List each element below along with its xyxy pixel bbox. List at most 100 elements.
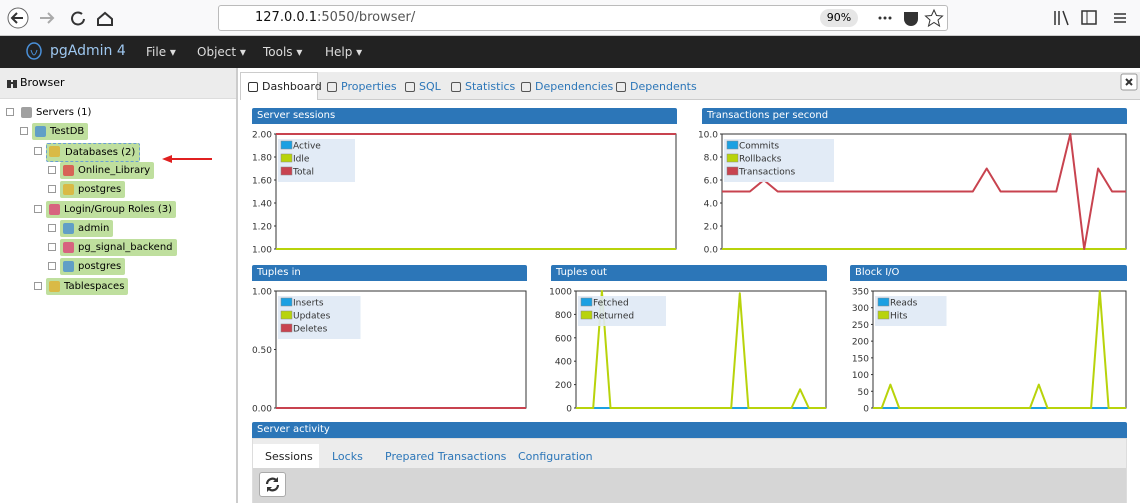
- legend-swatch: [877, 310, 890, 320]
- tree-toggle[interactable]: [20, 127, 28, 136]
- series-line: [873, 290, 1126, 409]
- tree-toggle[interactable]: [48, 185, 56, 194]
- tab[interactable]: Statistics: [465, 80, 516, 93]
- tab-icon: [451, 82, 461, 92]
- activity-tab[interactable]: Prepared Transactions: [385, 450, 507, 463]
- legend-label: Total: [292, 168, 314, 178]
- tree-icon: [35, 126, 46, 138]
- y-tick-label: 0.50: [252, 346, 272, 356]
- legend-swatch: [280, 140, 293, 150]
- legend-label: Deletes: [293, 325, 328, 335]
- tree-icon: [63, 242, 74, 254]
- tree-toggle[interactable]: [6, 108, 14, 116]
- tree-node[interactable]: Databases (2): [46, 142, 141, 162]
- refresh-button[interactable]: [259, 472, 286, 497]
- legend-box: [578, 296, 666, 326]
- legend: Active Idle Total: [278, 139, 355, 182]
- panel-header: Server activity: [252, 422, 1127, 438]
- tree-node[interactable]: Login/Group Roles (3): [46, 200, 177, 218]
- browser-toolbar: 127.0.0.1:5050/browser/ 90%: [0, 0, 1140, 36]
- tree-node[interactable]: Tablespaces: [46, 277, 129, 295]
- tab[interactable]: SQL: [419, 80, 441, 93]
- tree-icon: [21, 107, 32, 118]
- y-tick-label: 0: [566, 405, 572, 415]
- y-tick-label: 1.00: [252, 288, 272, 298]
- tree-toggle[interactable]: [34, 204, 42, 213]
- menu[interactable]: Tools ▾: [263, 45, 303, 59]
- legend-box: [724, 139, 834, 182]
- tab-icon: [616, 82, 626, 92]
- browser-tools[interactable]: [1052, 8, 1132, 28]
- tree-icon: [49, 203, 60, 215]
- active-tab-bg: [240, 72, 318, 100]
- tab-icon: [521, 82, 531, 92]
- tab[interactable]: Dependencies: [535, 80, 614, 93]
- binoculars-icon: [7, 80, 17, 88]
- tree-toggle[interactable]: [48, 262, 56, 271]
- activity-tab[interactable]: Locks: [332, 450, 363, 463]
- legend-swatch: [580, 310, 593, 320]
- page-actions[interactable]: [876, 8, 946, 28]
- legend-swatch: [280, 310, 293, 320]
- tree-icon: [63, 222, 74, 234]
- url-path: :5050/browser/: [317, 10, 416, 25]
- tab-icon: [327, 82, 337, 92]
- tree-toggle[interactable]: [48, 223, 56, 232]
- y-tick-label: 8.0: [704, 154, 719, 164]
- legend-label: Returned: [593, 312, 634, 322]
- legend: Reads Hits: [875, 296, 947, 326]
- legend-swatch: [726, 153, 739, 163]
- tree-node[interactable]: pg_signal_backend: [60, 239, 177, 257]
- menu[interactable]: Help ▾: [325, 45, 363, 59]
- tree-node[interactable]: Servers (1): [36, 107, 92, 118]
- activity-tab[interactable]: Sessions: [265, 450, 313, 463]
- series-line: [722, 133, 1126, 250]
- tree-toggle[interactable]: [34, 281, 42, 290]
- legend: Inserts Updates Deletes: [278, 296, 361, 339]
- legend-label: Commits: [739, 142, 779, 152]
- legend-label: Active: [293, 142, 321, 152]
- y-tick-label: 50: [858, 388, 870, 398]
- tab-icon: [405, 82, 415, 92]
- series-line: [576, 290, 826, 409]
- tab[interactable]: Properties: [341, 80, 397, 93]
- legend-label: Updates: [293, 312, 331, 322]
- tab[interactable]: Dashboard: [262, 80, 322, 93]
- y-tick-label: 1.40: [252, 200, 272, 210]
- legend-swatch: [580, 297, 593, 307]
- tree-toggle[interactable]: [48, 243, 56, 252]
- legend-label: Transactions: [738, 168, 795, 178]
- activity-tab[interactable]: Configuration: [518, 450, 593, 463]
- tree-toggle[interactable]: [48, 165, 56, 174]
- y-tick-label: 1.00: [252, 246, 272, 256]
- tree-node[interactable]: postgres: [60, 258, 126, 276]
- tree-toggle[interactable]: [34, 146, 42, 155]
- pointer-arrow: [162, 155, 212, 163]
- legend-swatch: [877, 297, 890, 307]
- tree-node[interactable]: postgres: [60, 181, 126, 199]
- y-tick-label: 6.0: [704, 177, 719, 187]
- legend-swatch: [726, 166, 739, 176]
- nav-buttons[interactable]: [6, 6, 116, 30]
- tree-node[interactable]: TestDB: [32, 123, 89, 141]
- url-host: 127.0.0.1: [255, 10, 318, 25]
- close-button[interactable]: [1120, 73, 1138, 91]
- menu[interactable]: Object ▾: [197, 45, 246, 59]
- y-tick-label: 300: [852, 304, 869, 314]
- y-tick-label: 1.80: [252, 154, 272, 164]
- toolbar: [253, 468, 1126, 503]
- refresh-icon: [265, 477, 280, 492]
- tree-node[interactable]: Online_Library: [60, 161, 155, 179]
- y-tick-label: 10.0: [698, 131, 718, 141]
- y-tick-label: 4.0: [704, 200, 719, 210]
- tree-icon: [63, 164, 74, 176]
- tab[interactable]: Dependents: [630, 80, 697, 93]
- zoom-level[interactable]: 90%: [820, 9, 858, 27]
- brand[interactable]: pgAdmin 4: [50, 43, 126, 59]
- y-tick-label: 0.00: [252, 405, 272, 415]
- legend-swatch: [280, 153, 293, 163]
- menu[interactable]: File ▾: [146, 45, 176, 59]
- legend-label: Reads: [890, 299, 918, 309]
